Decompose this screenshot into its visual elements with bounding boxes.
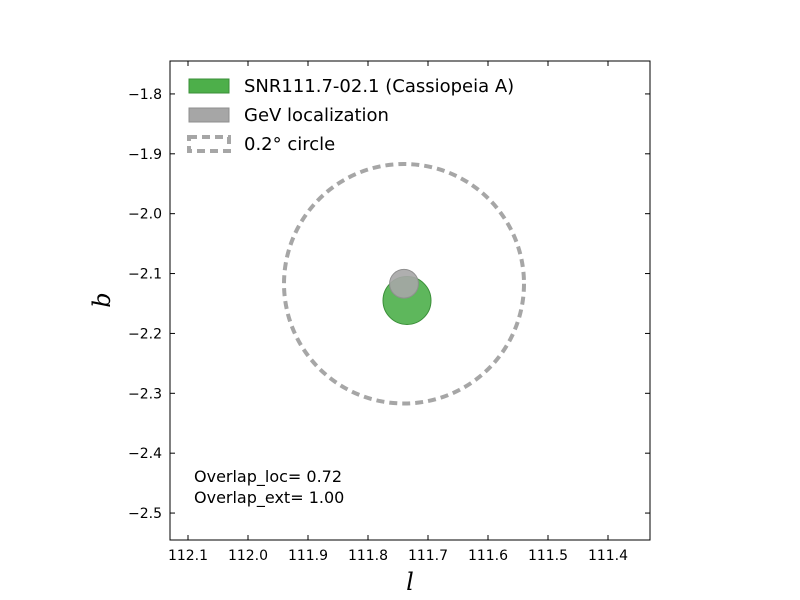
y-tick-label: −2.5	[128, 506, 162, 522]
x-tick-label: 112.1	[168, 548, 208, 564]
x-tick-label: 111.4	[588, 548, 628, 564]
legend-label: SNR111.7-02.1 (Cassiopeia A)	[244, 76, 514, 97]
x-tick-label: 112.0	[228, 548, 268, 564]
overlap-annotation: Overlap_loc= 0.72	[194, 467, 342, 487]
x-tick-label: 111.9	[288, 548, 328, 564]
x-tick-label: 111.5	[528, 548, 568, 564]
x-tick-label: 111.8	[348, 548, 388, 564]
x-axis-label: l	[406, 568, 414, 596]
y-axis-ticks: −1.8 −1.9 −2.0 −2.1 −2.2 −2.3 −2.4 −2.5	[128, 87, 650, 522]
gev-localization-circle	[389, 268, 419, 299]
legend-swatch-snr	[188, 78, 230, 94]
y-tick-label: −2.1	[128, 267, 162, 283]
x-tick-label: 111.6	[468, 548, 508, 564]
plot-marks	[282, 161, 526, 406]
y-tick-label: −2.3	[128, 386, 162, 402]
circle-0-2-degree	[282, 161, 526, 406]
y-axis-label: b	[88, 292, 116, 307]
axes-frame	[169, 60, 651, 541]
legend-swatch-circle	[187, 135, 231, 153]
legend-swatch-gev	[188, 107, 230, 123]
y-tick-label: −2.4	[128, 446, 162, 462]
x-axis-ticks: 112.1 112.0 111.9 111.8 111.7 111.6 111.5 111.4	[168, 61, 628, 564]
y-tick-label: −1.8	[128, 87, 162, 103]
y-tick-label: −2.0	[128, 207, 162, 223]
legend-label: 0.2° circle	[244, 134, 335, 155]
y-tick-label: −2.2	[128, 326, 162, 342]
legend-label: GeV localization	[244, 105, 389, 126]
overlap-annotation: Overlap_ext= 1.00	[194, 488, 344, 508]
legend: SNR111.7-02.1 (Cassiopeia A) GeV localiza…	[187, 76, 514, 155]
x-tick-label: 111.7	[408, 548, 448, 564]
y-tick-label: −1.9	[128, 147, 162, 163]
